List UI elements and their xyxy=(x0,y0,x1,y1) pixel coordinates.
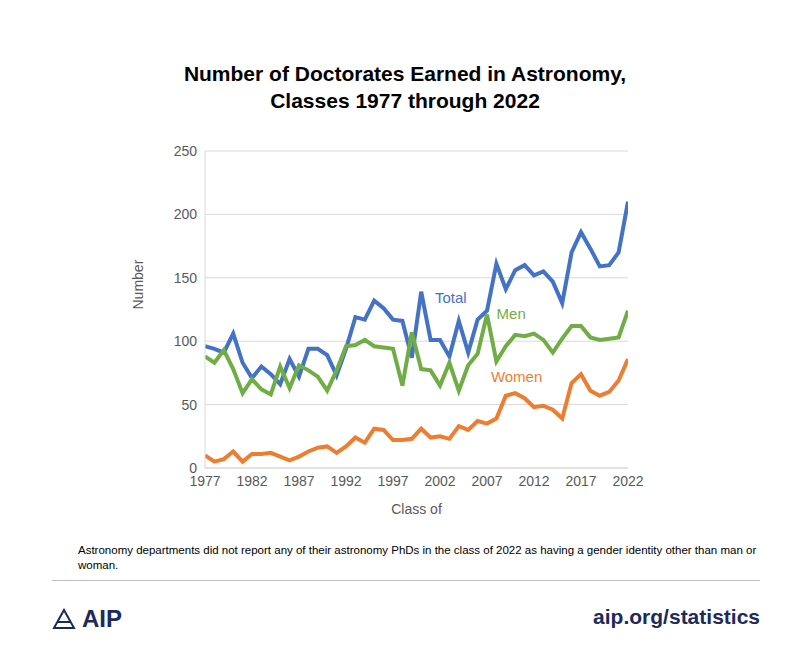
svg-text:2002: 2002 xyxy=(424,473,455,489)
svg-text:50: 50 xyxy=(181,397,197,413)
html-text:Astronomy departments did not: Astronomy departments did not report any… xyxy=(78,544,757,571)
svg-text:1982: 1982 xyxy=(236,473,267,489)
html-text:Number of Doctorates Earned in: Number of Doctorates Earned in Astronomy… xyxy=(183,62,627,85)
svg-text:150: 150 xyxy=(174,270,198,286)
svg-text:2017: 2017 xyxy=(565,473,596,489)
svg-text:0: 0 xyxy=(189,460,197,476)
html-text:AIP: AIP xyxy=(82,605,122,632)
svg-text:Women: Women xyxy=(491,368,542,385)
svg-text:Total: Total xyxy=(435,289,467,306)
svg-text:Class of: Class of xyxy=(391,501,442,517)
svg-text:2012: 2012 xyxy=(518,473,549,489)
svg-text:1987: 1987 xyxy=(283,473,314,489)
svg-text:100: 100 xyxy=(174,333,198,349)
svg-text:1992: 1992 xyxy=(330,473,361,489)
html-text:aip.org/statistics: aip.org/statistics xyxy=(593,605,760,628)
svg-text:2022: 2022 xyxy=(612,473,643,489)
svg-text:Number: Number xyxy=(130,259,146,309)
html-text:Classes 1977 through 2022: Classes 1977 through 2022 xyxy=(270,89,540,112)
svg-text:200: 200 xyxy=(174,206,198,222)
svg-text:Men: Men xyxy=(497,305,526,322)
svg-text:2007: 2007 xyxy=(471,473,502,489)
svg-text:1977: 1977 xyxy=(189,472,221,489)
svg-text:250: 250 xyxy=(174,143,198,159)
svg-text:1997: 1997 xyxy=(377,473,408,489)
